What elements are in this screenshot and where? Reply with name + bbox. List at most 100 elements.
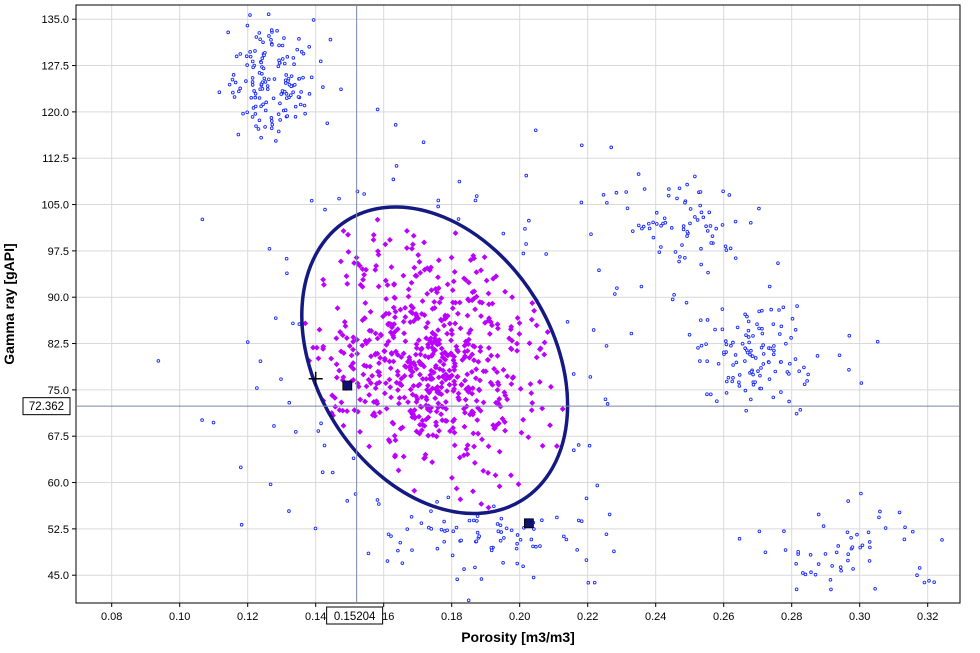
unselected-point[interactable]: [716, 361, 721, 366]
selected-point[interactable]: [320, 276, 327, 283]
selected-point[interactable]: [419, 421, 426, 428]
selected-point[interactable]: [515, 481, 522, 488]
selected-point[interactable]: [401, 394, 408, 401]
selected-point[interactable]: [339, 407, 346, 414]
unselected-point[interactable]: [688, 207, 693, 211]
unselected-point[interactable]: [254, 124, 258, 128]
unselected-point[interactable]: [651, 220, 655, 225]
selected-point[interactable]: [528, 407, 535, 414]
unselected-point[interactable]: [714, 226, 719, 231]
unselected-point[interactable]: [779, 324, 784, 329]
unselected-point[interactable]: [796, 550, 800, 554]
selected-point[interactable]: [344, 280, 351, 287]
selected-point[interactable]: [464, 296, 471, 303]
selected-point[interactable]: [378, 332, 385, 339]
unselected-point[interactable]: [293, 104, 298, 109]
selected-point[interactable]: [518, 429, 525, 436]
unselected-point[interactable]: [607, 512, 612, 517]
unselected-point[interactable]: [362, 192, 366, 196]
selected-point[interactable]: [450, 418, 457, 425]
selected-point[interactable]: [416, 258, 423, 265]
unselected-point[interactable]: [685, 230, 690, 234]
selected-point[interactable]: [380, 313, 387, 320]
unselected-point[interactable]: [288, 93, 293, 97]
selected-point[interactable]: [483, 277, 490, 284]
selected-point[interactable]: [359, 342, 366, 349]
unselected-point[interactable]: [435, 546, 440, 551]
selected-point[interactable]: [385, 338, 392, 345]
selected-point[interactable]: [509, 294, 516, 301]
selected-point[interactable]: [367, 363, 374, 370]
unselected-point[interactable]: [251, 65, 255, 70]
selected-point[interactable]: [446, 367, 453, 374]
unselected-point[interactable]: [498, 538, 503, 543]
unselected-point[interactable]: [847, 333, 852, 338]
unselected-point[interactable]: [409, 515, 414, 519]
selected-point[interactable]: [407, 386, 414, 393]
unselected-point[interactable]: [592, 580, 597, 585]
unselected-point[interactable]: [232, 95, 237, 99]
selected-point[interactable]: [471, 459, 478, 466]
unselected-point[interactable]: [749, 369, 754, 374]
selected-point[interactable]: [490, 422, 497, 429]
selected-point[interactable]: [398, 375, 405, 382]
unselected-point[interactable]: [285, 55, 290, 59]
selected-point[interactable]: [559, 406, 566, 412]
unselected-point[interactable]: [200, 217, 205, 222]
selected-point[interactable]: [366, 337, 373, 344]
unselected-point[interactable]: [250, 59, 255, 64]
unselected-point[interactable]: [501, 231, 506, 236]
selected-point[interactable]: [382, 241, 389, 248]
unselected-point[interactable]: [307, 44, 312, 49]
unselected-point[interactable]: [767, 377, 772, 381]
unselected-point[interactable]: [251, 106, 256, 110]
selected-point[interactable]: [388, 324, 395, 331]
unselected-point[interactable]: [683, 256, 687, 260]
unselected-point[interactable]: [255, 386, 259, 390]
unselected-point[interactable]: [733, 219, 738, 224]
unselected-point[interactable]: [276, 64, 281, 69]
unselected-point[interactable]: [267, 246, 272, 251]
unselected-point[interactable]: [708, 224, 713, 228]
selected-point[interactable]: [340, 374, 347, 381]
selected-point[interactable]: [466, 354, 473, 361]
unselected-point[interactable]: [450, 553, 455, 558]
unselected-point[interactable]: [761, 343, 765, 347]
unselected-point[interactable]: [264, 100, 269, 105]
unselected-point[interactable]: [502, 536, 506, 540]
unselected-point[interactable]: [339, 87, 343, 92]
unselected-point[interactable]: [788, 361, 792, 366]
selected-point[interactable]: [436, 427, 443, 434]
selected-point[interactable]: [414, 396, 421, 403]
selected-point[interactable]: [376, 409, 383, 416]
unselected-point[interactable]: [722, 350, 726, 355]
unselected-point[interactable]: [457, 179, 462, 184]
selected-point[interactable]: [394, 372, 401, 379]
selected-point[interactable]: [449, 299, 456, 306]
unselected-point[interactable]: [673, 250, 678, 254]
selected-point[interactable]: [328, 355, 335, 362]
selected-point[interactable]: [494, 379, 501, 386]
unselected-point[interactable]: [455, 577, 459, 582]
selected-point[interactable]: [350, 338, 357, 345]
unselected-point[interactable]: [250, 80, 255, 84]
unselected-point[interactable]: [917, 566, 922, 570]
unselected-point[interactable]: [724, 379, 729, 384]
unselected-point[interactable]: [795, 304, 799, 308]
unselected-point[interactable]: [584, 496, 589, 501]
selected-point[interactable]: [383, 296, 390, 302]
unselected-point[interactable]: [724, 248, 729, 252]
selected-point[interactable]: [411, 264, 418, 271]
selected-point[interactable]: [553, 443, 560, 450]
unselected-point[interactable]: [323, 207, 327, 212]
unselected-point[interactable]: [713, 327, 717, 332]
unselected-point[interactable]: [283, 108, 288, 113]
unselected-point[interactable]: [284, 73, 288, 77]
unselected-point[interactable]: [442, 539, 447, 544]
unselected-point[interactable]: [285, 114, 290, 118]
selected-point[interactable]: [411, 361, 418, 368]
unselected-point[interactable]: [328, 37, 333, 42]
selected-point[interactable]: [454, 310, 461, 317]
selected-point[interactable]: [541, 339, 548, 346]
selected-point[interactable]: [469, 289, 476, 296]
